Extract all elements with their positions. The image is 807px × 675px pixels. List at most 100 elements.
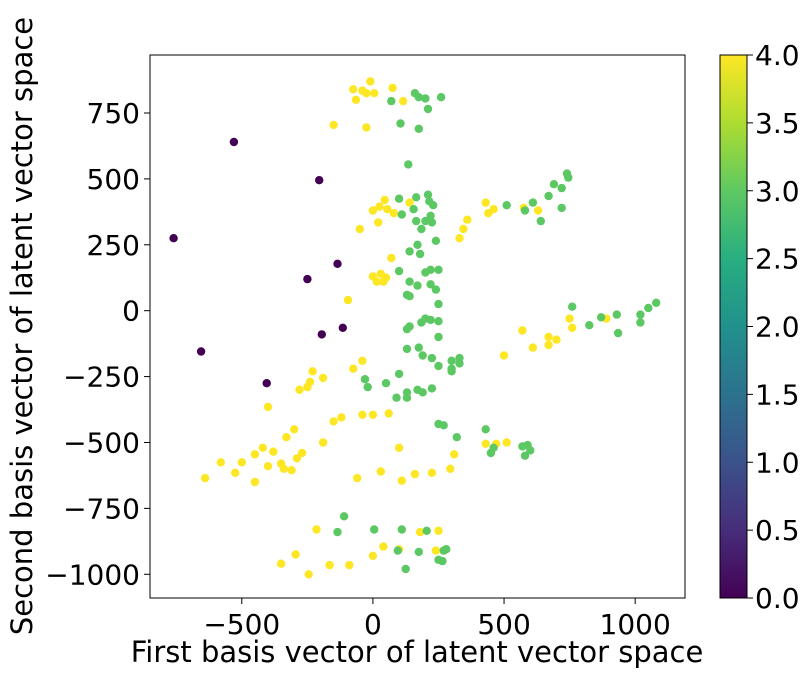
scatter-point-177 bbox=[568, 302, 577, 311]
x-axis-label: First basis vector of latent vector spac… bbox=[131, 635, 704, 669]
scatter-point-63 bbox=[384, 409, 393, 418]
scatter-point-3 bbox=[333, 259, 342, 268]
scatter-point-76 bbox=[279, 464, 288, 473]
scatter-point-128 bbox=[409, 205, 418, 214]
scatter-point-33 bbox=[343, 295, 353, 305]
scatter-point-41 bbox=[533, 206, 543, 215]
scatter-point-1 bbox=[315, 176, 324, 185]
scatter-point-98 bbox=[434, 526, 443, 535]
y-tick-label: 0 bbox=[122, 295, 140, 328]
scatter-point-56 bbox=[303, 382, 312, 392]
y-tick-label: 500 bbox=[87, 163, 140, 196]
scatter-point-6 bbox=[338, 323, 347, 332]
x-axis: −500 0 500 1000 bbox=[203, 598, 671, 641]
scatter-point-156 bbox=[434, 332, 443, 342]
colorbar-tick-label: 3.5 bbox=[755, 107, 800, 140]
scatter-point-46 bbox=[552, 335, 561, 344]
scatter-point-200 bbox=[422, 526, 431, 535]
scatter-point-176 bbox=[402, 393, 412, 402]
colorbar-tick-label: 1.5 bbox=[755, 378, 800, 411]
scatter-point-153 bbox=[434, 317, 443, 326]
scatter-point-114 bbox=[564, 173, 573, 182]
scatter-point-24 bbox=[389, 209, 399, 218]
scatter-point-58 bbox=[263, 402, 273, 412]
scatter-point-124 bbox=[412, 193, 421, 202]
scatter-point-15 bbox=[351, 95, 361, 105]
scatter-point-60 bbox=[337, 413, 346, 422]
scatter-point-42 bbox=[565, 314, 574, 323]
scatter-point-87 bbox=[446, 464, 455, 473]
scatter-point-137 bbox=[405, 247, 414, 256]
scatter-point-170 bbox=[363, 382, 372, 392]
scatter-point-65 bbox=[282, 433, 291, 442]
plot-frame bbox=[149, 54, 686, 599]
scatter-point-189 bbox=[452, 433, 461, 442]
y-tick-label: 250 bbox=[87, 229, 140, 262]
scatter-point-37 bbox=[463, 215, 472, 224]
scatter-point-203 bbox=[393, 546, 402, 555]
scatter-point-148 bbox=[405, 292, 414, 301]
scatter-point-152 bbox=[417, 318, 426, 327]
scatter-point-23 bbox=[368, 206, 378, 215]
scatter-point-0 bbox=[229, 137, 239, 147]
scatter-point-61 bbox=[358, 410, 367, 419]
scatter-point-101 bbox=[345, 560, 354, 570]
scatter-point-198 bbox=[370, 525, 379, 534]
scatter-point-140 bbox=[434, 265, 443, 274]
y-axis: −1000 −750 −500 −250 0 250 500 750 bbox=[45, 97, 150, 591]
scatter-point-125 bbox=[394, 194, 404, 203]
scatter-point-47 bbox=[544, 340, 553, 350]
y-tick-label: −1000 bbox=[45, 558, 140, 591]
scatter-point-94 bbox=[379, 542, 388, 551]
scatter-point-119 bbox=[502, 201, 511, 210]
scatter-point-103 bbox=[304, 570, 313, 579]
scatter-point-18 bbox=[362, 123, 371, 132]
scatter-point-169 bbox=[381, 379, 391, 388]
scatter-point-36 bbox=[489, 205, 498, 214]
scatter-point-184 bbox=[585, 321, 594, 330]
scatter-point-5 bbox=[317, 330, 326, 339]
scatter-point-120 bbox=[520, 206, 530, 215]
scatter-point-27 bbox=[387, 253, 396, 263]
scatter-point-53 bbox=[308, 367, 317, 376]
scatter-point-84 bbox=[397, 476, 406, 485]
scatter-point-7 bbox=[196, 347, 206, 356]
scatter-point-100 bbox=[325, 560, 334, 570]
scatter-point-134 bbox=[417, 224, 426, 234]
scatter-point-123 bbox=[423, 190, 433, 199]
scatter-point-171 bbox=[427, 384, 437, 393]
scatter-point-10 bbox=[388, 83, 397, 93]
scatter-point-168 bbox=[360, 375, 370, 384]
scatter-point-131 bbox=[412, 216, 421, 226]
scatter-point-4 bbox=[303, 274, 312, 284]
scatter-point-133 bbox=[427, 218, 437, 227]
scatter-point-141 bbox=[421, 268, 430, 277]
scatter-point-159 bbox=[418, 351, 427, 360]
scatter-point-13 bbox=[362, 89, 371, 98]
scatter-point-112 bbox=[404, 160, 413, 169]
scatter-point-116 bbox=[557, 183, 566, 193]
scatter-point-155 bbox=[402, 324, 412, 334]
scatter-point-39 bbox=[455, 234, 464, 243]
scatter-point-49 bbox=[499, 351, 509, 360]
scatter-point-135 bbox=[431, 236, 441, 245]
scatter-point-195 bbox=[520, 451, 530, 460]
colorbar-tick-label: 1.0 bbox=[755, 446, 800, 479]
scatter-point-179 bbox=[644, 303, 653, 313]
scatter-point-197 bbox=[333, 527, 342, 537]
scatter-point-102 bbox=[276, 559, 286, 568]
scatter-point-52 bbox=[349, 364, 358, 373]
scatter-point-185 bbox=[613, 328, 623, 338]
scatter-point-17 bbox=[329, 120, 338, 130]
scatter-point-70 bbox=[250, 450, 260, 459]
scatter-point-51 bbox=[358, 356, 367, 365]
scatter-point-174 bbox=[418, 388, 427, 397]
colorbar-tick-label: 4.0 bbox=[755, 39, 800, 72]
scatter-point-144 bbox=[426, 280, 435, 289]
scatter-point-62 bbox=[368, 410, 378, 419]
scatter-point-85 bbox=[353, 473, 362, 483]
scatter-point-178 bbox=[652, 298, 661, 307]
scatter-point-83 bbox=[410, 469, 420, 479]
scatter-point-64 bbox=[290, 425, 299, 434]
